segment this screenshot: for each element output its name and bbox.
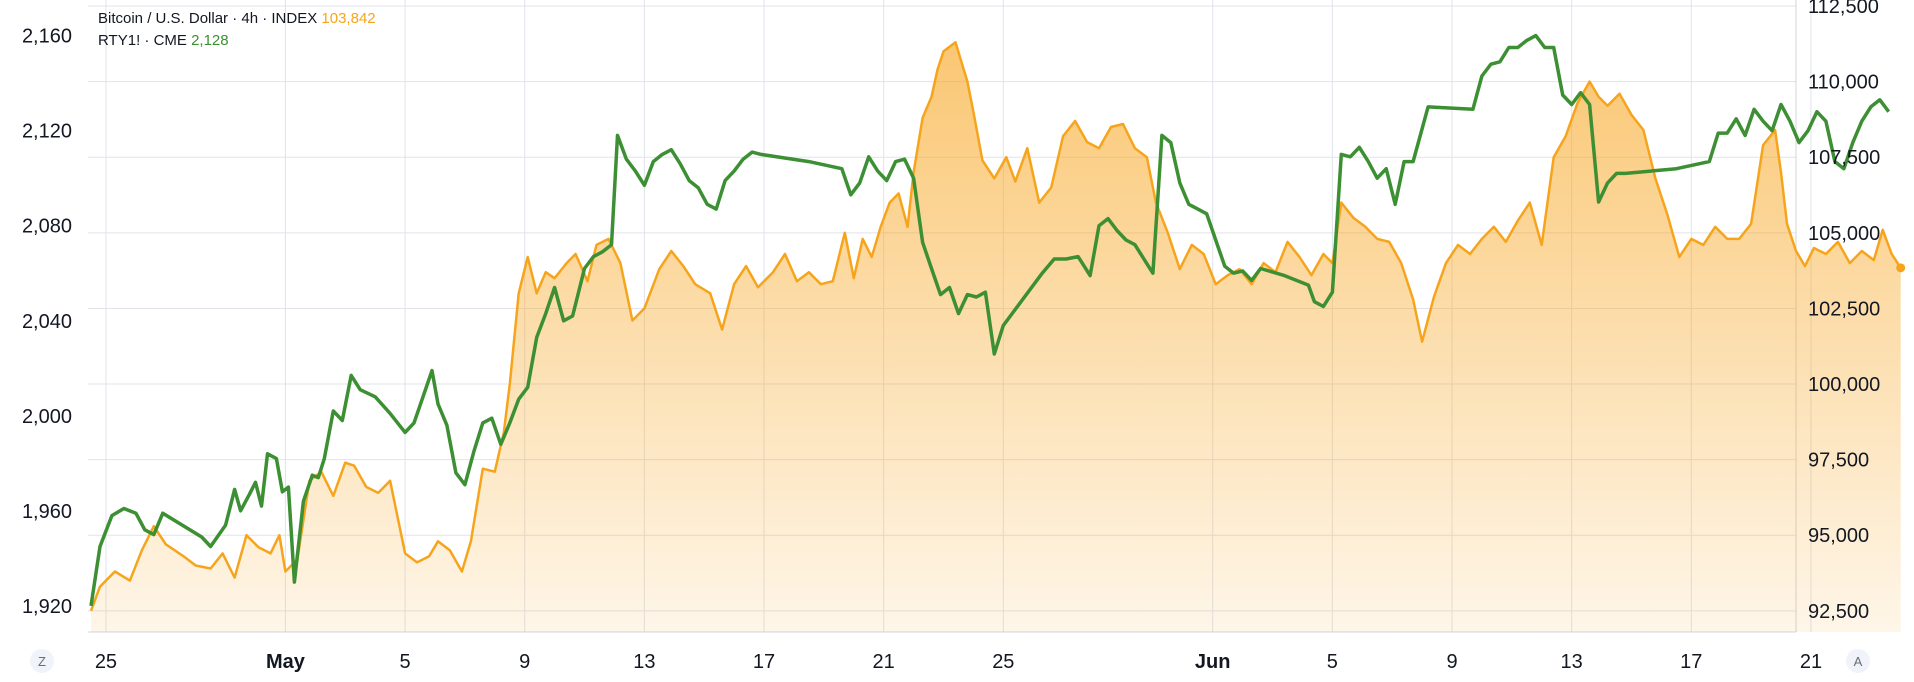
timezone-button[interactable]: Z xyxy=(30,649,54,673)
right-tick-label: 112,500 xyxy=(1808,0,1879,18)
btc-last-point xyxy=(1896,263,1906,273)
legend-rty[interactable]: RTY1! · CME 2,128 xyxy=(98,30,376,52)
rty-series-line xyxy=(89,33,1891,607)
x-tick-label: 9 xyxy=(1446,651,1457,673)
area-layer xyxy=(91,42,1901,633)
right-tick-label: 100,000 xyxy=(1808,374,1880,396)
btc-series-line xyxy=(89,41,1902,612)
legend-btc-label: Bitcoin / U.S. Dollar · 4h · INDEX xyxy=(98,10,318,27)
left-tick-label: 2,000 xyxy=(22,406,72,428)
right-tick-label: 92,500 xyxy=(1808,601,1869,623)
left-tick-label: 2,160 xyxy=(22,26,72,48)
line-layer xyxy=(89,33,1906,612)
left-tick-label: 1,960 xyxy=(22,501,72,523)
x-tick-label: 13 xyxy=(633,651,655,673)
auto-scale-button[interactable]: A xyxy=(1846,649,1870,673)
btc-area xyxy=(91,42,1901,633)
right-tick-label: 102,500 xyxy=(1808,298,1880,320)
left-axis: 1,920 1,960 2,000 2,040 2,080 2,120 2,160 xyxy=(22,26,72,618)
legend-btc-value: 103,842 xyxy=(321,10,376,27)
right-axis: 92,500 95,000 97,500 100,000 102,500 105,000 1… xyxy=(1808,0,1880,623)
x-tick-label: Jun xyxy=(1195,651,1231,673)
left-tick-label: 2,040 xyxy=(22,311,72,333)
right-tick-label: 97,500 xyxy=(1808,450,1869,472)
x-axis: 25 May 5 9 13 17 21 25 Jun 5 9 13 17 21 xyxy=(95,651,1822,673)
right-tick-label: 105,000 xyxy=(1808,223,1880,245)
legend-btc[interactable]: Bitcoin / U.S. Dollar · 4h · INDEX 103,8… xyxy=(98,8,376,30)
x-tick-label: 25 xyxy=(95,651,117,673)
left-tick-label: 2,120 xyxy=(22,121,72,143)
left-tick-label: 2,080 xyxy=(22,216,72,238)
x-tick-label: May xyxy=(266,651,306,673)
legend-rty-value: 2,128 xyxy=(191,32,229,49)
x-tick-label: 21 xyxy=(1800,651,1822,673)
legend: Bitcoin / U.S. Dollar · 4h · INDEX 103,8… xyxy=(98,8,376,52)
x-tick-label: 21 xyxy=(873,651,895,673)
x-tick-label: 9 xyxy=(519,651,530,673)
legend-rty-label: RTY1! · CME xyxy=(98,32,187,49)
x-tick-label: 13 xyxy=(1561,651,1583,673)
x-tick-label: 25 xyxy=(992,651,1014,673)
x-tick-label: 5 xyxy=(400,651,411,673)
right-tick-label: 95,000 xyxy=(1808,525,1869,547)
x-tick-label: 17 xyxy=(1680,651,1702,673)
left-tick-label: 1,920 xyxy=(22,596,72,618)
right-tick-label: 107,500 xyxy=(1808,147,1880,169)
x-tick-label: 17 xyxy=(753,651,775,673)
right-tick-label: 110,000 xyxy=(1808,72,1879,94)
x-tick-label: 5 xyxy=(1327,651,1338,673)
